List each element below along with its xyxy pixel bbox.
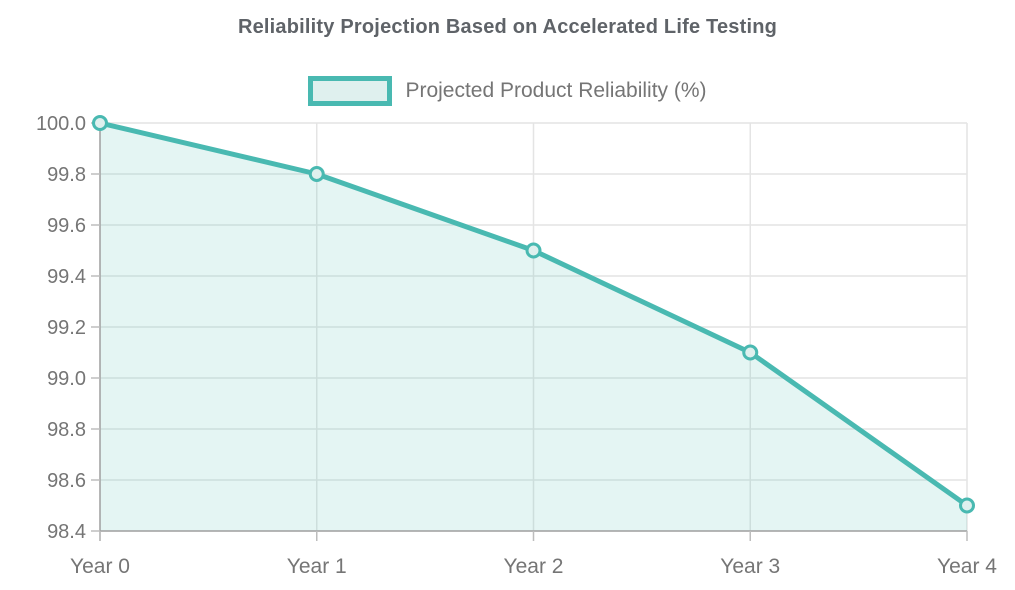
x-tick-label: Year 0 [70,555,130,578]
y-tick-label: 99.8 [47,164,86,186]
x-tick-label: Year 4 [937,555,997,578]
y-tick-label: 99.6 [47,215,86,237]
data-point-marker[interactable] [92,115,108,131]
y-tick-label: 100.0 [36,113,86,135]
data-point-marker[interactable] [308,166,325,182]
data-point-marker[interactable] [742,344,759,361]
y-tick-label: 99.2 [47,317,86,339]
y-tick-label: 98.8 [47,419,86,441]
legend-item-reliability[interactable]: Projected Product Reliability (%) [308,76,707,106]
x-tick-label: Year 2 [504,555,564,578]
chart-title: Reliability Projection Based on Accelera… [237,16,778,38]
y-tick-label: 99.0 [47,368,86,390]
area-fill [100,123,967,531]
x-tick-label: Year 1 [287,555,347,578]
data-point-marker[interactable] [525,242,542,259]
legend: Projected Product Reliability (%) [0,76,1015,106]
legend-label: Projected Product Reliability (%) [405,79,707,102]
x-tick-label: Year 3 [720,555,780,578]
y-tick-label: 98.6 [47,470,86,492]
y-tick-label: 98.4 [47,521,86,543]
data-point-marker[interactable] [959,497,975,514]
y-tick-label: 99.4 [47,266,86,288]
legend-swatch-icon [308,76,393,106]
